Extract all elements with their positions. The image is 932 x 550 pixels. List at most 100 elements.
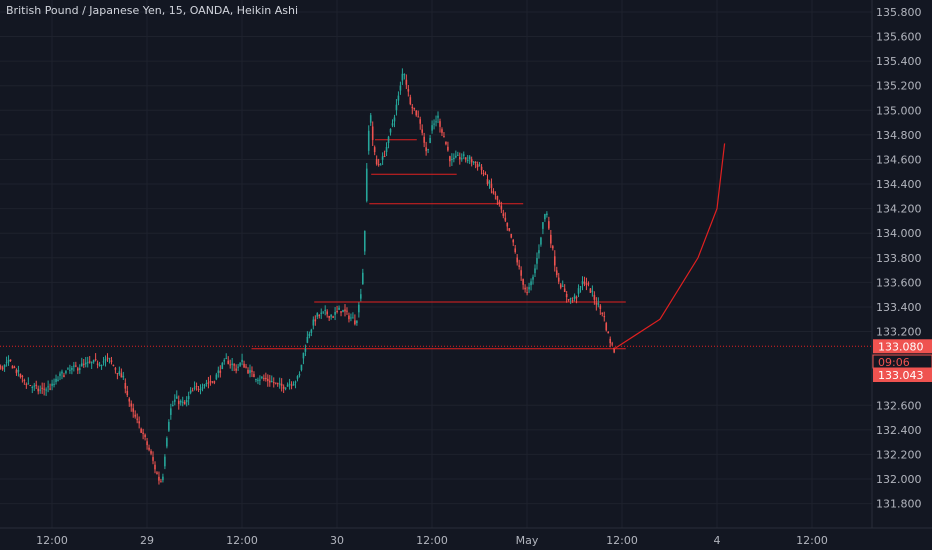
- candle-body: [544, 214, 546, 220]
- candle-body: [346, 310, 348, 312]
- candle-body: [298, 373, 301, 376]
- candle-body: [453, 157, 455, 160]
- candle-body: [112, 364, 115, 366]
- candle-body: [362, 272, 364, 285]
- candle-body: [476, 164, 479, 167]
- candle-body: [310, 329, 313, 333]
- time-tick-label: May: [516, 534, 539, 547]
- price-tick-label: 135.200: [876, 80, 922, 93]
- price-tick-label: 132.000: [876, 473, 922, 486]
- candle-body: [597, 303, 600, 305]
- candle-body: [63, 375, 65, 378]
- candle-body: [536, 258, 538, 264]
- price-axis-ticks: 131.800 132.000 132.200 132.400 132.600 133.2…: [876, 6, 922, 511]
- candle-body: [443, 136, 445, 138]
- candle-body: [21, 375, 24, 377]
- candle-body: [124, 383, 127, 389]
- candle-body: [595, 303, 598, 305]
- candle-body: [235, 368, 237, 371]
- candle-body: [306, 336, 309, 343]
- candle-body: [77, 368, 79, 371]
- time-tick-label: 12:00: [416, 534, 448, 547]
- candle-body: [128, 398, 131, 402]
- candle-body: [104, 359, 107, 361]
- price-tick-label: 132.400: [876, 424, 922, 437]
- candle-body: [221, 363, 224, 369]
- candle-body: [37, 388, 40, 392]
- price-label-box: [873, 339, 932, 354]
- candle-body: [19, 373, 22, 378]
- candle-body: [457, 154, 459, 156]
- candle-body: [96, 363, 99, 365]
- candle-body: [134, 414, 137, 417]
- candle-body: [13, 366, 16, 368]
- candle-body: [488, 181, 491, 184]
- candle-body: [280, 383, 283, 386]
- candle-body: [365, 168, 368, 201]
- candle-body: [510, 233, 513, 238]
- candle-body: [225, 358, 228, 360]
- candle-body: [9, 359, 12, 362]
- candle-body: [540, 237, 542, 245]
- candle-body: [413, 107, 416, 109]
- candle-body: [356, 320, 358, 324]
- candle-body: [73, 365, 75, 367]
- candle-body: [65, 371, 67, 374]
- candle-body: [369, 115, 372, 123]
- candle-body: [377, 164, 380, 166]
- time-tick-label: 12:00: [606, 534, 638, 547]
- candle-body: [5, 362, 8, 364]
- candle-body: [116, 372, 119, 375]
- projection-curve[interactable]: [614, 143, 726, 350]
- candle-body: [142, 432, 144, 434]
- candle-body: [342, 309, 344, 313]
- candle-body: [401, 73, 404, 81]
- candle-body: [375, 159, 378, 165]
- price-tick-label: 133.400: [876, 301, 922, 314]
- candle-body: [567, 299, 570, 301]
- candle-body: [553, 256, 556, 266]
- candle-body: [583, 281, 586, 284]
- candle-body: [267, 378, 269, 382]
- candle-body: [405, 79, 408, 85]
- candle-body: [231, 363, 233, 365]
- candle-body: [324, 309, 327, 311]
- candle-body: [41, 387, 43, 389]
- time-tick-label: 4: [714, 534, 721, 547]
- candle-body: [270, 380, 273, 382]
- candle-body: [67, 368, 69, 370]
- horizontal-level-lines[interactable]: [0, 139, 872, 350]
- candle-body: [288, 383, 291, 385]
- candle-body: [195, 386, 198, 388]
- candle-body: [11, 365, 14, 369]
- candle-body: [393, 117, 396, 122]
- candle-body: [437, 115, 439, 118]
- candle-body: [43, 388, 45, 390]
- candle-body: [575, 297, 578, 299]
- candle-body: [86, 362, 89, 364]
- candle-body: [114, 368, 117, 370]
- candle-body: [550, 234, 552, 244]
- candle-body: [55, 378, 57, 382]
- candle-body: [538, 250, 540, 254]
- candle-body: [53, 383, 55, 385]
- candle-body: [603, 316, 606, 318]
- price-tick-label: 133.600: [876, 276, 922, 289]
- price-axis-background[interactable]: [872, 0, 932, 550]
- candle-body: [534, 268, 536, 274]
- candle-body: [126, 390, 129, 396]
- candle-body: [146, 441, 148, 446]
- candle-body: [585, 283, 588, 285]
- candle-body: [429, 138, 431, 144]
- candle-body: [555, 270, 558, 276]
- candle-body: [82, 363, 85, 365]
- candle-body: [98, 364, 101, 366]
- candle-body: [312, 319, 315, 326]
- candle-body: [455, 155, 457, 158]
- candle-body: [322, 311, 325, 313]
- candle-body: [181, 401, 184, 403]
- candle-body: [350, 317, 352, 319]
- candle-body: [175, 396, 178, 399]
